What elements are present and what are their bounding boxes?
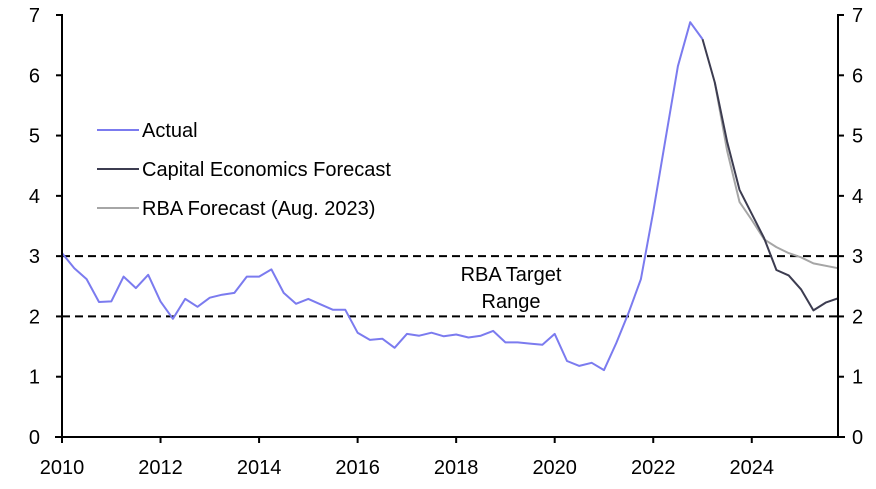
legend: Actual Capital Economics Forecast RBA Fo… (97, 120, 391, 220)
y-tick-label-right: 7 (852, 5, 863, 27)
y-tick-label-right: 3 (852, 246, 863, 268)
legend-label-capital-economics: Capital Economics Forecast (142, 159, 391, 181)
annotation-range: Range (482, 291, 541, 313)
y-tick-label-left: 3 (29, 246, 40, 268)
legend-label-rba-forecast: RBA Forecast (Aug. 2023) (142, 198, 375, 220)
axes (55, 14, 845, 438)
x-tick-label: 2016 (335, 457, 380, 479)
x-tick-label: 2024 (730, 457, 775, 479)
x-tick-label: 2018 (434, 457, 479, 479)
y-tick-label-right: 4 (852, 186, 863, 208)
legend-item-rba-forecast: RBA Forecast (Aug. 2023) (97, 198, 375, 220)
y-tick-label-left: 5 (29, 126, 40, 148)
x-tick-label: 2020 (532, 457, 577, 479)
series-line-actual (61, 21, 704, 372)
annotation-rba-target: RBA Target (461, 264, 562, 286)
x-tick-label: 2012 (138, 457, 183, 479)
reference-lines (62, 255, 838, 318)
x-ticks: 2010 2012 2014 2016 2018 2020 2022 2024 (40, 437, 774, 479)
series-line-capital-economics-forecast (701, 38, 839, 312)
y-ticks-left: 0 1 2 3 4 5 6 7 (29, 5, 62, 449)
y-tick-label-left: 2 (29, 306, 40, 328)
y-tick-label-left: 4 (29, 186, 40, 208)
y-tick-label-right: 5 (852, 126, 863, 148)
x-tick-label: 2014 (237, 457, 282, 479)
legend-label-actual: Actual (142, 120, 198, 142)
y-tick-label-right: 0 (852, 427, 863, 449)
y-tick-label-left: 0 (29, 427, 40, 449)
y-tick-label-left: 6 (29, 65, 40, 87)
y-tick-label-right: 1 (852, 367, 863, 389)
y-ticks-right: 0 1 2 3 4 5 6 7 (838, 5, 863, 449)
legend-item-actual: Actual (97, 120, 198, 142)
y-tick-label-left: 1 (29, 367, 40, 389)
y-tick-label-right: 2 (852, 306, 863, 328)
annotation-target-range: RBA Target Range (461, 264, 562, 313)
legend-item-capital-economics: Capital Economics Forecast (97, 159, 391, 181)
series-line-rba-forecast-aug-2023 (713, 82, 839, 270)
series-lines (61, 21, 839, 372)
y-tick-label-right: 6 (852, 65, 863, 87)
x-tick-label: 2022 (631, 457, 676, 479)
x-tick-label: 2010 (40, 457, 85, 479)
y-tick-label-left: 7 (29, 5, 40, 27)
